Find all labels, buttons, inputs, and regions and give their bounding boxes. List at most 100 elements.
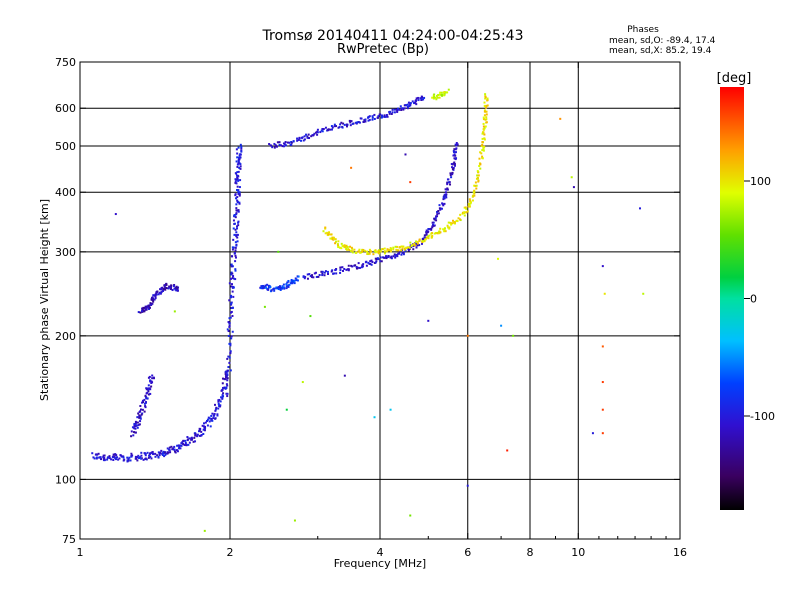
trace-point bbox=[176, 289, 179, 292]
trace-point bbox=[451, 171, 454, 174]
trace-point bbox=[482, 122, 485, 125]
trace-point bbox=[333, 272, 336, 275]
trace-point bbox=[303, 135, 306, 138]
trace-point bbox=[261, 287, 264, 290]
trace-point bbox=[315, 275, 318, 278]
trace-point bbox=[476, 170, 479, 173]
trace-point bbox=[233, 251, 236, 254]
trace-point bbox=[287, 279, 290, 282]
trace-point bbox=[478, 164, 481, 167]
trace-point bbox=[454, 151, 457, 154]
trace-point bbox=[450, 223, 453, 226]
chart-subtitle: RwPretec (Bp) bbox=[337, 42, 429, 57]
trace-point bbox=[322, 128, 325, 131]
trace-point bbox=[227, 321, 230, 324]
trace-point bbox=[479, 162, 482, 165]
trace-point bbox=[235, 207, 238, 210]
trace-point bbox=[350, 250, 353, 253]
trace-point bbox=[415, 103, 418, 106]
trace-point bbox=[337, 244, 340, 247]
trace-point bbox=[364, 120, 367, 123]
trace-point bbox=[234, 254, 237, 257]
trace-point bbox=[452, 166, 455, 169]
trace-point bbox=[285, 285, 288, 288]
trace-point bbox=[316, 133, 319, 136]
trace-point bbox=[214, 408, 217, 411]
trace-point bbox=[446, 91, 449, 94]
trace-point bbox=[347, 248, 350, 251]
trace-point bbox=[321, 270, 324, 273]
trace-point bbox=[424, 238, 427, 241]
trace-point bbox=[157, 451, 160, 454]
trace-point bbox=[411, 100, 414, 103]
trace-point bbox=[356, 266, 359, 269]
trace-point bbox=[198, 434, 201, 437]
scatter-point bbox=[591, 432, 594, 435]
trace-point bbox=[345, 244, 348, 247]
trace-point bbox=[187, 443, 190, 446]
trace-point bbox=[184, 441, 187, 444]
trace-point bbox=[115, 454, 118, 457]
trace-point bbox=[306, 135, 309, 138]
trace-point bbox=[414, 244, 417, 247]
trace-point bbox=[284, 141, 287, 144]
trace-point bbox=[234, 180, 237, 183]
trace-point bbox=[278, 286, 281, 289]
trace-point bbox=[435, 94, 438, 97]
x-axis-label: Frequency [MHz] bbox=[334, 557, 426, 570]
trace-point bbox=[433, 217, 436, 220]
trace-point bbox=[276, 141, 279, 144]
trace-point bbox=[92, 456, 95, 459]
trace-point bbox=[361, 265, 364, 268]
trace-point bbox=[227, 330, 230, 333]
trace-point bbox=[406, 105, 409, 108]
trace-point bbox=[167, 287, 170, 290]
trace-point bbox=[236, 163, 239, 166]
trace-point bbox=[442, 91, 445, 94]
trace-point bbox=[398, 252, 401, 255]
trace-point bbox=[278, 141, 281, 144]
trace-point bbox=[143, 306, 146, 309]
trace-point bbox=[346, 245, 349, 248]
trace-point bbox=[175, 285, 178, 288]
trace-point bbox=[239, 167, 242, 170]
trace-point bbox=[380, 248, 383, 251]
trace-point bbox=[323, 271, 326, 274]
trace-point bbox=[395, 108, 398, 111]
trace-point bbox=[152, 297, 155, 300]
trace-point bbox=[379, 256, 382, 259]
trace-point bbox=[136, 426, 139, 429]
trace-point bbox=[161, 454, 164, 457]
trace-point bbox=[350, 120, 353, 123]
trace-point bbox=[455, 147, 458, 150]
trace-point bbox=[203, 425, 206, 428]
scatter-point bbox=[512, 334, 515, 337]
scatter-point bbox=[389, 408, 392, 411]
trace-point bbox=[188, 441, 191, 444]
trace-point bbox=[453, 164, 456, 167]
trace-point bbox=[339, 271, 342, 274]
trace-point bbox=[123, 458, 126, 461]
trace-point bbox=[437, 212, 440, 215]
trace-point bbox=[190, 437, 193, 440]
trace-point bbox=[149, 379, 152, 382]
trace-point bbox=[473, 194, 476, 197]
trace-point bbox=[468, 202, 471, 205]
trace-point bbox=[409, 241, 412, 244]
trace-point bbox=[144, 457, 147, 460]
trace-point bbox=[234, 193, 237, 196]
trace-point bbox=[158, 454, 161, 457]
trace-point bbox=[137, 412, 140, 415]
trace-point bbox=[367, 115, 370, 118]
trace-point bbox=[468, 205, 471, 208]
trace-point bbox=[169, 451, 172, 454]
trace-point bbox=[219, 405, 222, 408]
trace-point bbox=[418, 239, 421, 242]
trace-point bbox=[154, 455, 157, 458]
trace-point bbox=[379, 250, 382, 253]
trace-point bbox=[273, 146, 276, 149]
trace-point bbox=[326, 231, 329, 234]
trace-point bbox=[479, 151, 482, 154]
trace-point bbox=[357, 121, 360, 124]
trace-point bbox=[428, 228, 431, 231]
